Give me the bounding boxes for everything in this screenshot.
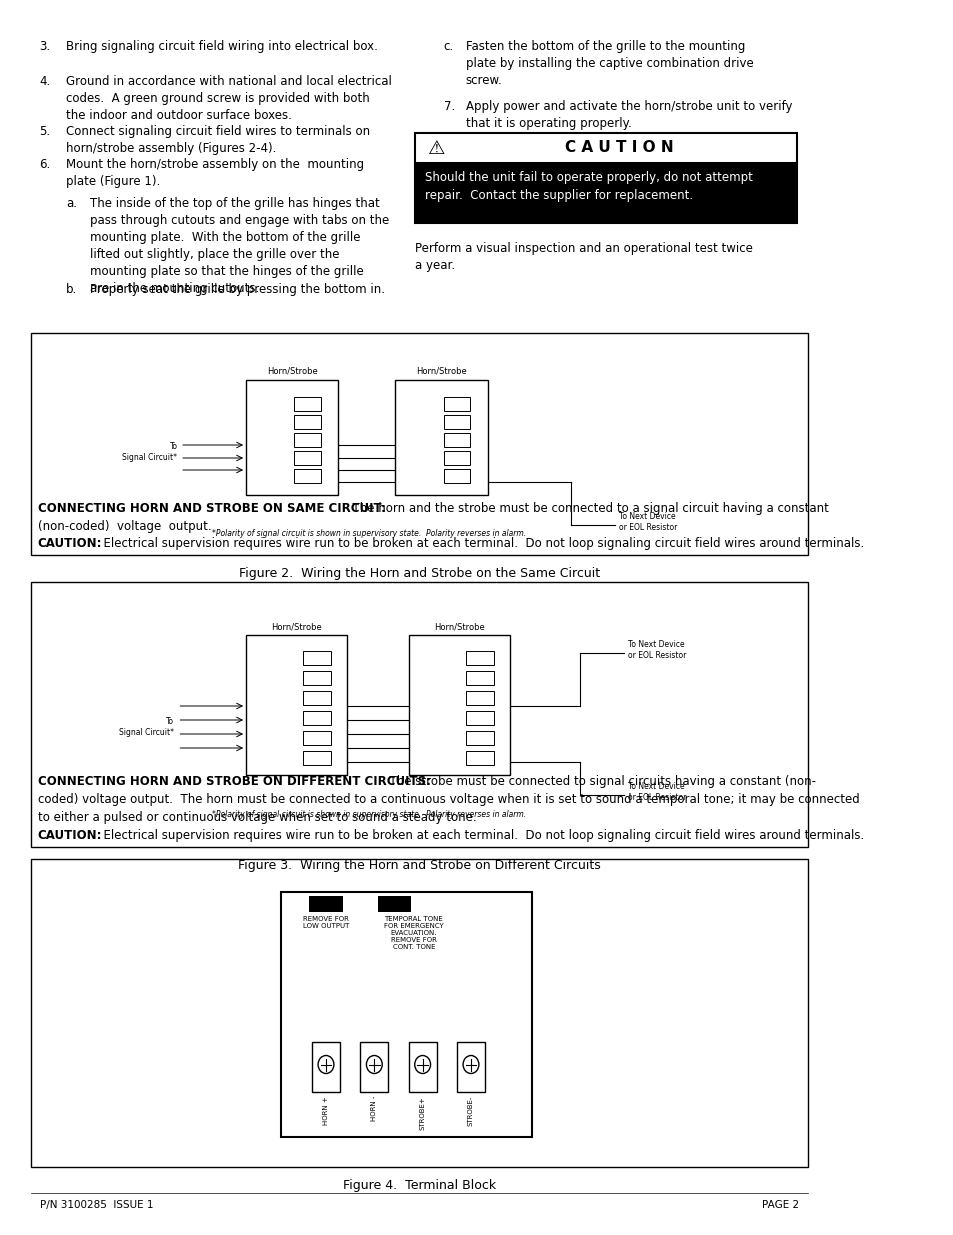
- Text: coded) voltage output.  The horn must be connected to a continuous voltage when : coded) voltage output. The horn must be …: [38, 793, 859, 806]
- Bar: [30, 860, 806, 1167]
- Text: PAGE 2: PAGE 2: [760, 1200, 798, 1210]
- Bar: [465, 651, 494, 664]
- Text: To Next Device
or EOL Resistor: To Next Device or EOL Resistor: [618, 513, 678, 532]
- Text: Bring signaling circuit field wiring into electrical box.: Bring signaling circuit field wiring int…: [66, 40, 377, 53]
- Bar: [443, 451, 470, 466]
- Bar: [294, 415, 320, 429]
- Text: Properly seat the grille by pressing the bottom in.: Properly seat the grille by pressing the…: [90, 283, 384, 296]
- Bar: [465, 692, 494, 705]
- Text: REMOVE FOR
LOW OUTPUT: REMOVE FOR LOW OUTPUT: [302, 916, 349, 929]
- Text: Horn/Strobe: Horn/Strobe: [434, 622, 484, 631]
- Text: Ground in accordance with national and local electrical
codes.  A green ground s: Ground in accordance with national and l…: [66, 75, 392, 122]
- Text: The strobe must be connected to signal circuits having a constant (non-: The strobe must be connected to signal c…: [382, 776, 816, 788]
- Bar: [246, 380, 338, 495]
- Text: c.: c.: [443, 40, 454, 53]
- Bar: [443, 396, 470, 411]
- Bar: [294, 469, 320, 483]
- Text: a.: a.: [66, 198, 77, 210]
- Text: ⚠: ⚠: [428, 138, 445, 158]
- Text: TEMPORAL TONE
FOR EMERGENCY
EVACUATION.
REMOVE FOR
CONT. TONE: TEMPORAL TONE FOR EMERGENCY EVACUATION. …: [384, 916, 443, 950]
- Text: Apply power and activate the horn/strobe unit to verify
that it is operating pro: Apply power and activate the horn/strobe…: [465, 100, 791, 130]
- Bar: [465, 751, 494, 764]
- Bar: [303, 731, 331, 745]
- Text: Connect signaling circuit field wires to terminals on
horn/strobe assembly (Figu: Connect signaling circuit field wires to…: [66, 125, 370, 156]
- Text: to either a pulsed or continuous voltage when set to sound a steady tone.: to either a pulsed or continuous voltage…: [38, 811, 476, 824]
- Text: HORN +: HORN +: [323, 1095, 329, 1125]
- Bar: [303, 711, 331, 725]
- Text: Perform a visual inspection and an operational test twice
a year.: Perform a visual inspection and an opera…: [415, 242, 752, 272]
- Bar: [456, 1042, 484, 1092]
- Text: CAUTION:: CAUTION:: [38, 537, 102, 550]
- Text: CAUTION:: CAUTION:: [38, 829, 102, 842]
- Bar: [246, 635, 347, 776]
- Bar: [395, 380, 487, 495]
- Bar: [443, 415, 470, 429]
- Bar: [294, 433, 320, 447]
- Text: b.: b.: [66, 283, 77, 296]
- Text: 6.: 6.: [39, 158, 51, 170]
- Text: 3.: 3.: [39, 40, 51, 53]
- Text: CONNECTING HORN AND STROBE ON DIFFERENT CIRCUITS:: CONNECTING HORN AND STROBE ON DIFFERENT …: [38, 776, 431, 788]
- Text: Figure 2.  Wiring the Horn and Strobe on the Same Circuit: Figure 2. Wiring the Horn and Strobe on …: [238, 567, 599, 580]
- Text: To
Signal Circuit*: To Signal Circuit*: [122, 442, 177, 462]
- Bar: [303, 671, 331, 685]
- Text: HORN -: HORN -: [371, 1095, 377, 1121]
- Text: Horn/Strobe: Horn/Strobe: [416, 367, 466, 375]
- Bar: [309, 897, 342, 911]
- Text: Horn/Strobe: Horn/Strobe: [271, 622, 321, 631]
- Text: To Next Device
or EOL Resistor: To Next Device or EOL Resistor: [628, 782, 686, 802]
- Bar: [465, 711, 494, 725]
- Bar: [377, 897, 411, 911]
- Text: STROBE+: STROBE+: [419, 1095, 425, 1130]
- Text: Horn/Strobe: Horn/Strobe: [267, 367, 317, 375]
- Text: *Polarity of signal circuit is shown in supervisory state.  Polarity reverses in: *Polarity of signal circuit is shown in …: [212, 810, 525, 819]
- Bar: [415, 163, 796, 224]
- Bar: [294, 396, 320, 411]
- Text: P/N 3100285  ISSUE 1: P/N 3100285 ISSUE 1: [39, 1200, 152, 1210]
- Text: Mount the horn/strobe assembly on the  mounting
plate (Figure 1).: Mount the horn/strobe assembly on the mo…: [66, 158, 364, 188]
- Bar: [408, 1042, 436, 1092]
- Bar: [408, 635, 509, 776]
- Text: Maintenance: Maintenance: [415, 144, 525, 161]
- Text: The inside of the top of the grille has hinges that
pass through cutouts and eng: The inside of the top of the grille has …: [90, 198, 389, 295]
- Bar: [303, 651, 331, 664]
- Text: *Polarity of signal circuit is shown in supervisory state.  Polarity reverses in: *Polarity of signal circuit is shown in …: [212, 529, 525, 538]
- Bar: [303, 692, 331, 705]
- Bar: [30, 333, 806, 555]
- Text: To
Signal Circuit*: To Signal Circuit*: [119, 718, 173, 737]
- Text: CONNECTING HORN AND STROBE ON SAME CIRCUIT:: CONNECTING HORN AND STROBE ON SAME CIRCU…: [38, 501, 385, 515]
- Text: 4.: 4.: [39, 75, 51, 88]
- Bar: [465, 671, 494, 685]
- Text: STROBE-: STROBE-: [468, 1095, 474, 1126]
- Text: Electrical supervision requires wire run to be broken at each terminal.  Do not : Electrical supervision requires wire run…: [95, 537, 863, 550]
- Text: 5.: 5.: [39, 125, 51, 138]
- Bar: [303, 751, 331, 764]
- Bar: [312, 1042, 339, 1092]
- Bar: [360, 1042, 388, 1092]
- Bar: [465, 731, 494, 745]
- Bar: [281, 892, 531, 1137]
- Text: Should the unit fail to operate properly, do not attempt
repair.  Contact the su: Should the unit fail to operate properly…: [425, 170, 752, 203]
- Text: Figure 3.  Wiring the Horn and Strobe on Different Circuits: Figure 3. Wiring the Horn and Strobe on …: [237, 860, 599, 872]
- Bar: [30, 582, 806, 847]
- Bar: [294, 451, 320, 466]
- Text: C A U T I O N: C A U T I O N: [564, 141, 673, 156]
- Text: 7.: 7.: [443, 100, 455, 112]
- Text: Electrical supervision requires wire run to be broken at each terminal.  Do not : Electrical supervision requires wire run…: [95, 829, 863, 842]
- Text: Fasten the bottom of the grille to the mounting
plate by installing the captive : Fasten the bottom of the grille to the m…: [465, 40, 753, 86]
- Bar: [443, 433, 470, 447]
- Bar: [415, 133, 796, 224]
- Bar: [443, 469, 470, 483]
- Text: The horn and the strobe must be connected to a signal circuit having a constant: The horn and the strobe must be connecte…: [345, 501, 828, 515]
- Text: (non-coded)  voltage  output.: (non-coded) voltage output.: [38, 520, 212, 534]
- Text: To Next Device
or EOL Resistor: To Next Device or EOL Resistor: [628, 640, 686, 659]
- Text: Figure 4.  Terminal Block: Figure 4. Terminal Block: [342, 1179, 496, 1192]
